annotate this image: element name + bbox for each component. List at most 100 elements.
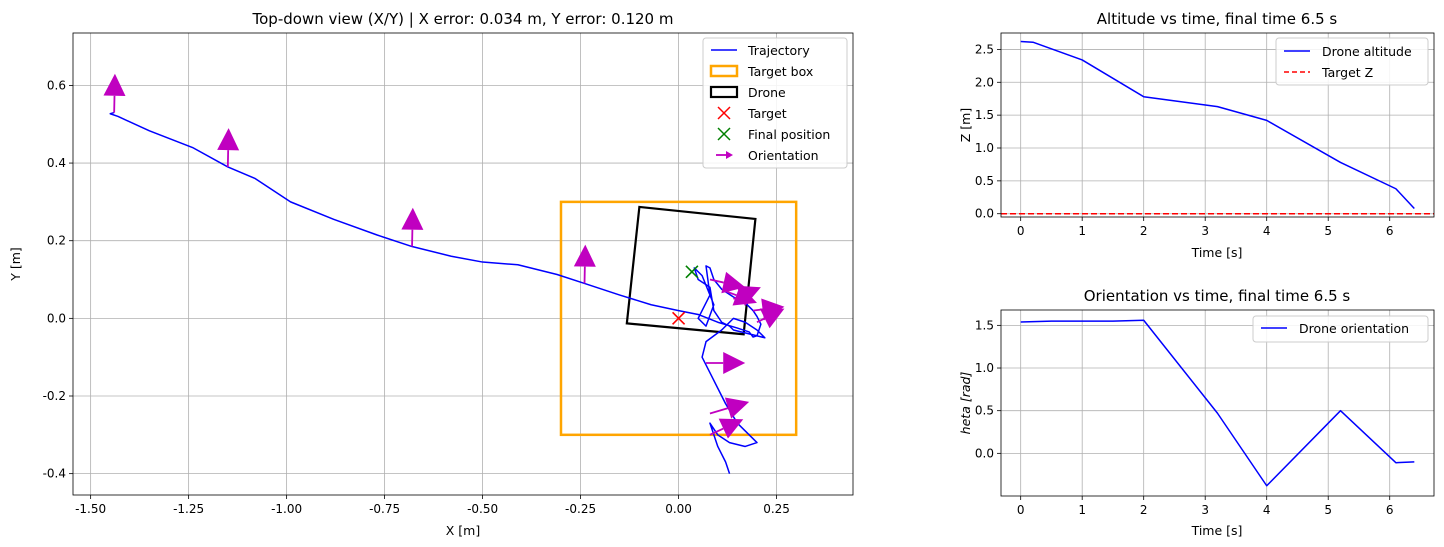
topdown-xtick-label: -1.50 (75, 502, 106, 516)
legend-item-drone-orientation: Drone orientation (1261, 321, 1409, 336)
topdown-panel: -1.50 -1.25 -1.00 -0.75 -0.50 -0.25 0.00 0.25 -0… (8, 10, 854, 538)
altitude-title: Altitude vs time, final time 6.5 s (1097, 10, 1338, 28)
legend-item-trajectory: Trajectory (711, 43, 810, 58)
topdown-xtick-label: 0.25 (763, 502, 790, 516)
legend-label-target-z: Target Z (1321, 65, 1373, 80)
legend-item-final-position: Final position (717, 127, 830, 142)
legend-frame (1252, 315, 1429, 343)
legend-item-target: Target (717, 106, 787, 121)
topdown-xlabel: X [m] (446, 523, 480, 538)
orientation-ytick-label: 0.0 (975, 446, 994, 460)
altitude-ytick-label: 1.0 (975, 141, 994, 155)
orientation-arrow (709, 418, 744, 439)
orientation-legend: Drone orientation (1252, 315, 1429, 343)
drone-box (625, 205, 757, 336)
orientation-ytick-label: 1.0 (975, 361, 994, 375)
orientation-ylabel: heta [rad] (958, 372, 973, 435)
orientation-arrow (573, 244, 596, 284)
orientation-arrow (733, 285, 761, 307)
legend-item-target-z: Target Z (1284, 65, 1373, 80)
orientation-panel: 0 1 2 3 4 5 6 0.0 0.5 1.0 1.5 Orientation vs time,… (958, 287, 1435, 538)
orientation-arrow (756, 308, 785, 329)
altitude-legend: Drone altitude Target Z (1275, 37, 1429, 86)
orientation-arrow (706, 352, 746, 374)
target-x (672, 311, 686, 325)
target-box (559, 200, 798, 437)
altitude-ytick-label: 1.5 (975, 108, 994, 122)
altitude-ticks: 0 1 2 3 4 5 6 0.0 0.5 1.0 1.5 2.0 2.5 (975, 42, 1394, 238)
topdown-ytick-label: 0.4 (47, 156, 66, 170)
topdown-ytick-label: -0.2 (43, 389, 66, 403)
orientation-title: Orientation vs time, final time 6.5 s (1084, 287, 1351, 305)
altitude-xtick-label: 0 (1017, 224, 1025, 238)
legend-swatch-target-box (709, 64, 739, 78)
trajectory-line (109, 111, 766, 474)
altitude-ytick-label: 2.0 (975, 75, 994, 89)
orientation-plot-area (1020, 319, 1415, 487)
legend-item-target-box: Target box (709, 64, 813, 79)
orientation-arrow (217, 128, 240, 167)
altitude-axes-frame (1000, 32, 1435, 218)
topdown-xtick-label: -1.00 (271, 502, 302, 516)
final-position-x (685, 265, 699, 279)
legend-swatch-drone (709, 85, 739, 99)
topdown-xtick-label: -0.25 (565, 502, 596, 516)
legend-label-final-position: Final position (748, 127, 830, 142)
altitude-ytick-label: 0.0 (975, 207, 994, 221)
legend-label-drone-orientation: Drone orientation (1299, 321, 1409, 336)
orientation-xtick-label: 1 (1078, 503, 1086, 517)
altitude-xtick-label: 4 (1263, 224, 1271, 238)
orientation-ticks: 0 1 2 3 4 5 6 0.0 0.5 1.0 1.5 (975, 318, 1394, 517)
legend-label-drone-altitude: Drone altitude (1322, 44, 1412, 59)
topdown-xtick-label: -0.50 (467, 502, 498, 516)
legend-label-target-box: Target box (747, 64, 813, 79)
legend-label-drone: Drone (748, 85, 786, 100)
altitude-panel: 0 1 2 3 4 5 6 0.0 0.5 1.0 1.5 2.0 2.5 Altitude vs ti… (958, 10, 1435, 260)
topdown-ytick-label: -0.4 (43, 467, 66, 481)
orientation-xtick-label: 6 (1386, 503, 1394, 517)
legend-swatch-final-position (717, 127, 731, 141)
topdown-ylabel: Y [m] (8, 247, 23, 282)
legend-item-drone: Drone (709, 85, 786, 100)
legend-item-drone-altitude: Drone altitude (1284, 44, 1412, 59)
legend-label-trajectory: Trajectory (747, 43, 810, 58)
topdown-axes-frame (72, 32, 854, 496)
legend-label-orientation: Orientation (748, 148, 819, 163)
topdown-ytick-label: 0.2 (47, 234, 66, 248)
legend-swatch-orientation (716, 151, 733, 159)
orientation-xtick-label: 3 (1201, 503, 1209, 517)
orientation-xtick-label: 2 (1140, 503, 1148, 517)
altitude-xtick-label: 5 (1324, 224, 1332, 238)
orientation-ytick-label: 1.5 (975, 318, 994, 332)
topdown-ytick-label: 0.0 (47, 311, 66, 325)
legend-swatch-target (717, 106, 731, 120)
orientation-xtick-label: 4 (1263, 503, 1271, 517)
topdown-legend: Trajectory Target box Drone Target (702, 37, 848, 169)
topdown-ticks: -1.50 -1.25 -1.00 -0.75 -0.50 -0.25 0.00 0.25 -0… (43, 78, 790, 516)
altitude-ytick-label: 2.5 (975, 42, 994, 56)
orientation-arrow (401, 207, 424, 247)
orientation-arrows (103, 73, 785, 439)
altitude-ylabel: Z [m] (958, 108, 973, 142)
altitude-xtick-label: 3 (1201, 224, 1209, 238)
target-marker (672, 311, 686, 325)
orientation-series-drone-orientation (1020, 319, 1415, 487)
final-position-marker (685, 265, 699, 279)
orientation-axes-frame (1000, 309, 1435, 497)
orientation-xlabel: Time [s] (1191, 523, 1243, 538)
topdown-xtick-label: -0.75 (369, 502, 400, 516)
altitude-xtick-label: 6 (1386, 224, 1394, 238)
legend-frame (1275, 37, 1429, 86)
altitude-series-drone-altitude (1020, 40, 1415, 209)
orientation-xtick-label: 0 (1017, 503, 1025, 517)
legend-item-orientation: Orientation (716, 148, 819, 163)
altitude-xlabel: Time [s] (1191, 245, 1243, 260)
topdown-xtick-label: -1.25 (173, 502, 204, 516)
altitude-ytick-label: 0.5 (975, 174, 994, 188)
orientation-arrow (709, 397, 750, 419)
orientation-arrow (103, 73, 126, 113)
topdown-ytick-label: 0.6 (47, 78, 66, 92)
altitude-xtick-label: 2 (1140, 224, 1148, 238)
legend-frame (702, 37, 848, 169)
